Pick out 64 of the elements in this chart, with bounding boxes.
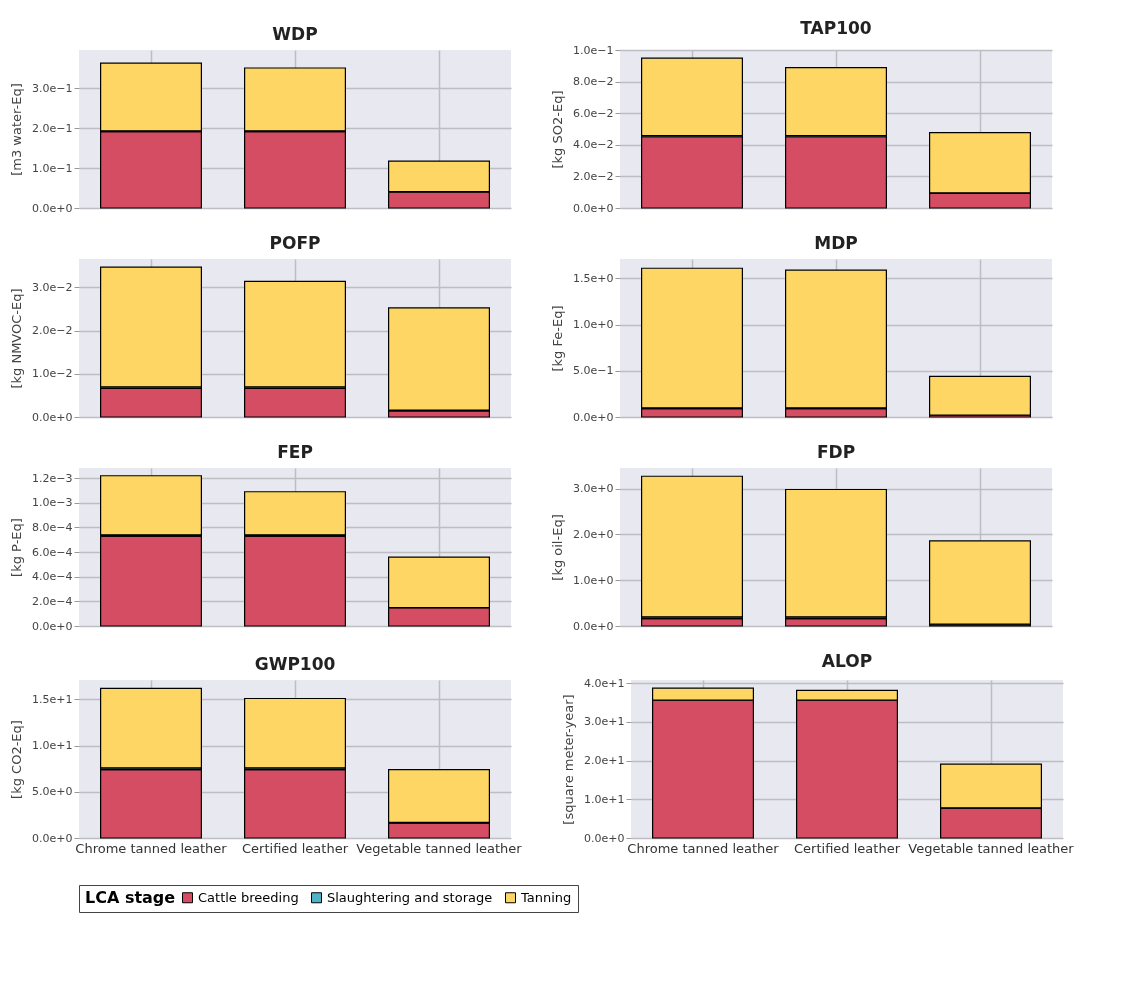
y-tick-label: 6.0e−2	[573, 106, 614, 120]
y-tick-label: 1.0e+0	[573, 573, 614, 587]
x-tick-label: Chrome tanned leather	[627, 840, 780, 856]
y-tick-label: 1.0e−2	[32, 367, 73, 381]
y-tick-label: 0.0e+0	[32, 410, 73, 424]
chart-title: POFP	[269, 233, 321, 253]
y-tick-label: 4.0e+1	[584, 676, 625, 690]
y-tick-label: 3.0e−1	[32, 81, 73, 95]
y-tick-label: 8.0e−2	[573, 75, 614, 89]
y-tick-label: 1.0e−3	[32, 496, 73, 510]
y-tick-label: 2.0e−2	[32, 324, 73, 338]
y-axis-title: [kg NMVOC-Eq]	[9, 288, 25, 389]
y-tick-label: 1.5e+1	[32, 692, 73, 706]
y-tick-label: 2.0e−4	[32, 594, 73, 608]
y-tick-label: 4.0e−2	[573, 138, 614, 152]
y-tick-label: 1.0e+0	[573, 318, 614, 332]
y-tick-label: 5.0e−1	[573, 364, 614, 378]
y-axis-title: [m3 water-Eq]	[9, 83, 25, 176]
chart-title: ALOP	[821, 651, 873, 672]
y-tick-label: 3.0e+1	[584, 715, 625, 729]
y-tick-label: 8.0e−4	[32, 520, 73, 534]
y-axis-title: [kg SO2-Eq]	[550, 90, 566, 169]
y-tick-label: 4.0e−4	[32, 570, 73, 584]
y-tick-label: 2.0e−2	[573, 169, 614, 183]
x-tick-label: Certified leather	[242, 840, 349, 856]
y-tick-label: 0.0e+0	[573, 410, 614, 424]
y-tick-label: 1.0e−1	[573, 43, 614, 57]
chart-title: TAP100	[800, 18, 872, 38]
y-tick-label: 2.0e+0	[573, 527, 614, 541]
y-axis-title: [kg CO2-Eq]	[9, 720, 25, 799]
legend-label: Tanning	[520, 889, 572, 905]
y-tick-label: 1.0e+1	[584, 792, 625, 806]
x-tick-label: Chrome tanned leather	[75, 840, 228, 856]
chart-title: FDP	[816, 442, 856, 462]
y-axis-title: [kg Fe-Eq]	[550, 305, 566, 372]
y-tick-label: 1.0e−1	[32, 161, 73, 175]
y-axis-title: [kg oil-Eq]	[550, 514, 566, 581]
y-tick-label: 0.0e+0	[32, 201, 73, 215]
chart-title: MDP	[814, 233, 858, 253]
x-tick-label: Certified leather	[794, 840, 901, 856]
y-tick-label: 1.2e−3	[32, 471, 73, 485]
chart-title: GWP100	[254, 654, 336, 674]
x-tick-label: Vegetable tanned leather	[908, 840, 1075, 856]
y-tick-label: 0.0e+0	[584, 831, 625, 845]
y-tick-label: 0.0e+0	[32, 831, 73, 845]
chart-title: WDP	[272, 24, 318, 44]
y-tick-label: 3.0e−2	[32, 280, 73, 294]
legend-label: Cattle breeding	[198, 889, 299, 905]
y-tick-label: 0.0e+0	[573, 619, 614, 633]
y-tick-label: 6.0e−4	[32, 545, 73, 559]
y-tick-label: 0.0e+0	[573, 201, 614, 215]
y-tick-label: 0.0e+0	[32, 619, 73, 633]
y-axis-title: [square meter-year]	[561, 694, 577, 825]
legend-title: LCA stage	[85, 888, 176, 907]
y-tick-label: 1.0e+1	[32, 739, 73, 753]
y-axis-title: [kg P-Eq]	[9, 518, 25, 577]
y-tick-label: 2.0e+1	[584, 754, 625, 768]
x-tick-label: Vegetable tanned leather	[356, 840, 523, 856]
y-tick-label: 5.0e+0	[32, 785, 73, 799]
legend-label: Slaughtering and storage	[327, 889, 493, 905]
y-tick-label: 2.0e−1	[32, 121, 73, 135]
y-tick-label: 3.0e+0	[573, 482, 614, 496]
y-tick-label: 1.5e+0	[573, 271, 614, 285]
chart-title: FEP	[277, 442, 313, 462]
